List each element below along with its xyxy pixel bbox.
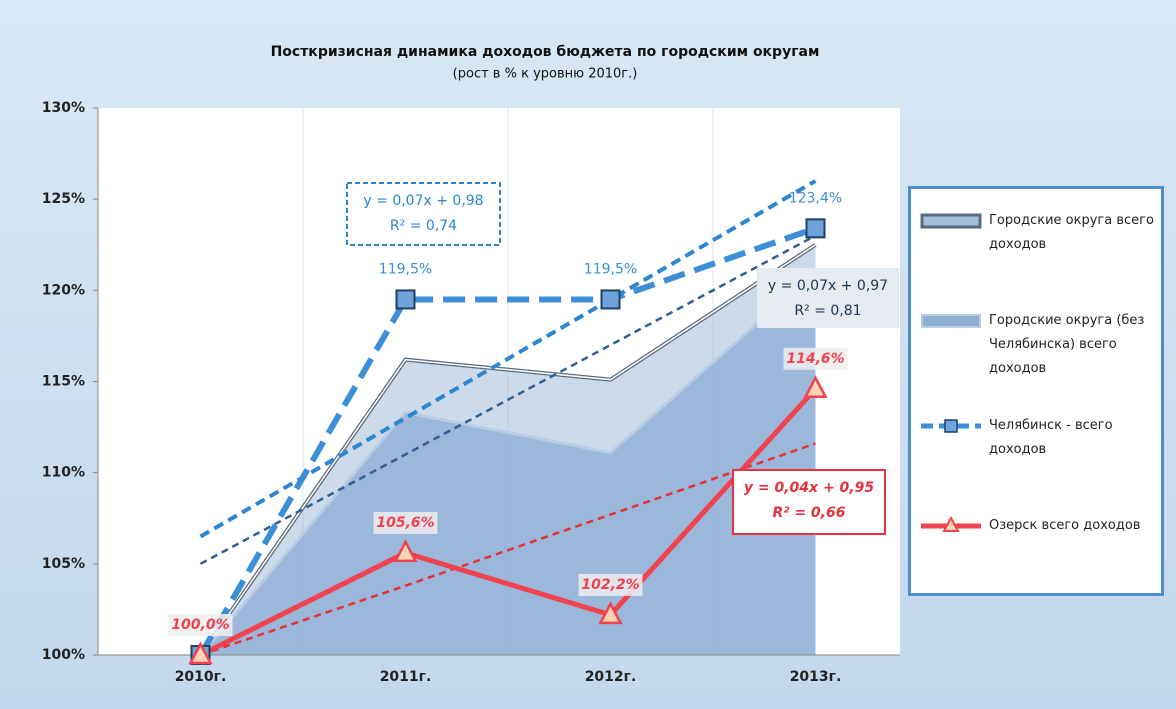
series-line <box>199 387 818 658</box>
legend-swatch <box>920 213 982 229</box>
marker <box>803 375 828 399</box>
equation-box <box>732 469 886 535</box>
legend-entry: Озерск всего доходов <box>919 514 1159 538</box>
trendline <box>200 442 816 657</box>
data-label-bg <box>373 511 438 534</box>
legend-label: Озерск всего доходов <box>989 518 1141 533</box>
chart-subtitle: (рост в % к уровню 2010г.) <box>453 67 638 82</box>
legend: Городские округа всего доходов Городские … <box>908 186 1164 596</box>
legend-label: Городские округа всего доходов <box>989 213 1154 252</box>
equation-text: y = 0,07x + 0,98 <box>363 193 483 209</box>
y-tick-label: 125% <box>42 191 85 207</box>
equation-text: R² = 0,81 <box>794 303 861 319</box>
legend-label: Челябинск - всего доходов <box>989 418 1113 457</box>
data-label: 119,5% <box>379 261 432 277</box>
marker <box>600 289 621 310</box>
y-tick-label: 105% <box>42 556 85 572</box>
series-line <box>197 225 817 657</box>
legend-symbol <box>920 213 982 229</box>
legend-entry: Городские округа всего доходов <box>919 209 1159 257</box>
data-label: 100,0% <box>171 617 229 633</box>
trendline <box>199 234 817 565</box>
y-tick-label: 110% <box>42 465 85 481</box>
y-tick-label: 120% <box>42 282 85 298</box>
x-tick-label: 2013г. <box>790 669 842 685</box>
legend-symbol <box>921 515 981 532</box>
equation-text: R² = 0,74 <box>390 218 457 234</box>
area-outline-inner <box>199 244 816 656</box>
legend-marker <box>944 419 958 433</box>
data-label-bg <box>168 614 233 636</box>
equation-text: y = 0,07x + 0,97 <box>768 278 888 294</box>
marker <box>598 601 623 625</box>
legend-symbol <box>921 419 981 433</box>
chart-title: Посткризисная динамика доходов бюджета п… <box>271 44 820 60</box>
x-tick-label: 2012г. <box>585 669 637 685</box>
data-label: 123,4% <box>789 190 842 206</box>
marker <box>188 641 213 665</box>
x-tick-label: 2010г. <box>175 669 227 685</box>
legend-marker <box>942 515 960 532</box>
legend-swatch <box>921 314 981 328</box>
y-tick-label: 115% <box>42 374 85 390</box>
data-label-bg <box>578 573 643 596</box>
equation-box <box>757 268 899 328</box>
marker <box>805 218 826 239</box>
data-label: 119,5% <box>584 261 637 277</box>
legend-entry: Челябинск - всего доходов <box>919 414 1159 462</box>
y-tick-label: 100% <box>42 647 85 663</box>
data-label: 105,6% <box>376 515 434 531</box>
equation-text: y = 0,04x + 0,95 <box>744 480 874 496</box>
data-label: 102,2% <box>581 577 639 593</box>
y-tick-label: 130% <box>42 100 85 116</box>
marker <box>393 539 418 563</box>
equation-text: R² = 0,66 <box>773 505 846 521</box>
equation-box <box>346 182 501 246</box>
x-tick-label: 2011г. <box>380 669 432 685</box>
legend-label: Городские округа (без Челябинска) всего … <box>989 313 1145 376</box>
marker <box>395 289 416 310</box>
data-label: 114,6% <box>786 351 844 367</box>
legend-symbol <box>921 314 981 328</box>
area-outline <box>199 270 817 656</box>
legend-entry: Городские округа (без Челябинска) всего … <box>919 309 1159 381</box>
data-label-bg <box>783 347 848 370</box>
